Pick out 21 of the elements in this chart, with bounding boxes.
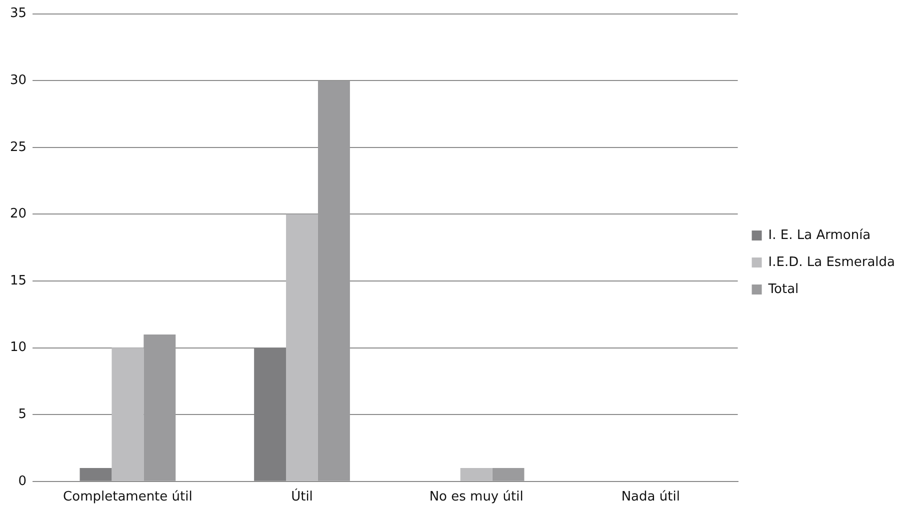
- y-tick-label: 25: [10, 140, 27, 155]
- bar: [460, 468, 492, 481]
- y-tick-label: 35: [10, 6, 27, 22]
- y-tick-label: 30: [10, 72, 27, 88]
- legend-label: Total: [767, 282, 799, 297]
- x-tick-label: Nada útil: [621, 490, 680, 505]
- y-tick-label: 0: [18, 474, 27, 489]
- bar: [318, 80, 350, 481]
- bar: [286, 214, 318, 481]
- legend-label: I. E. La Armonía: [768, 228, 871, 243]
- x-tick-label: Útil: [291, 488, 313, 505]
- bar: [112, 348, 144, 481]
- bar: [492, 468, 524, 481]
- y-tick-label: 10: [10, 340, 27, 356]
- legend-label: I.E.D. La Esmeralda: [768, 254, 895, 270]
- y-tick-label: 5: [18, 406, 27, 422]
- y-tick-label: 15: [10, 273, 27, 288]
- x-tick-label: Completamente útil: [63, 490, 192, 505]
- y-tick-label: 20: [10, 206, 27, 222]
- bar: [144, 334, 176, 481]
- x-tick-label: No es muy útil: [429, 490, 524, 505]
